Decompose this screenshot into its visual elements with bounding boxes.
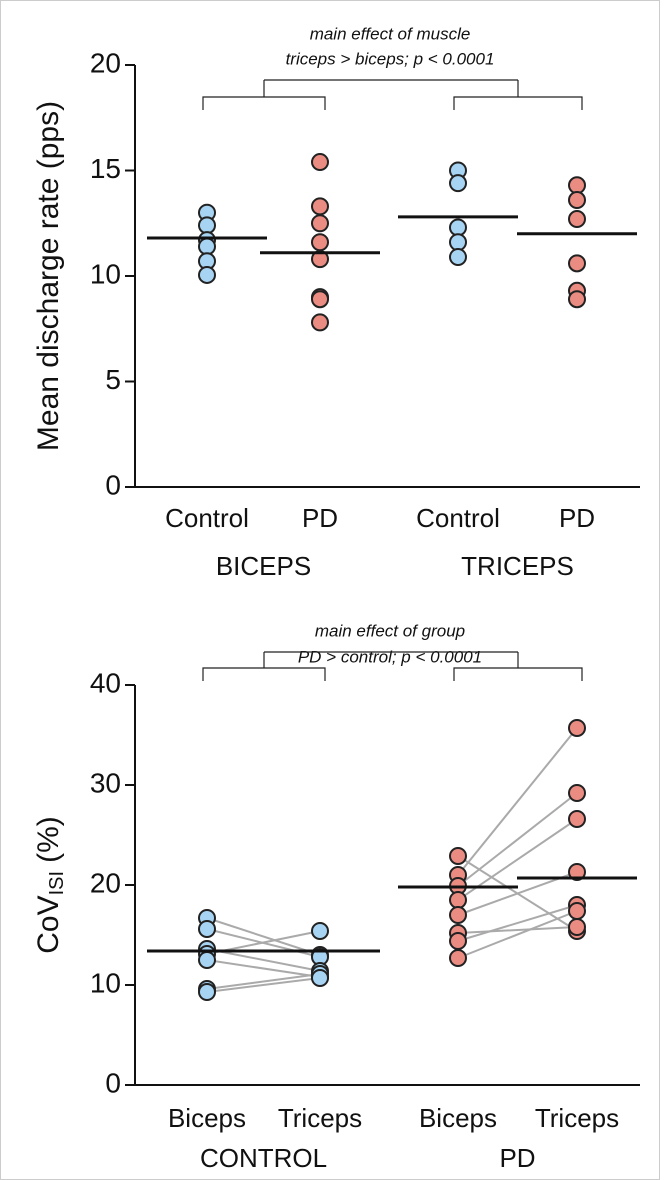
y-tick-label: 10: [90, 258, 121, 289]
data-point: [311, 250, 329, 269]
data-point: [198, 920, 216, 938]
data-point: [568, 784, 586, 802]
data-point: [198, 216, 216, 235]
data-point: [311, 313, 329, 332]
y-axis-label: CoVISI (%): [32, 816, 68, 953]
pair-line: [206, 959, 321, 978]
y-label-sub: ISI: [46, 871, 68, 895]
pair-line: [457, 727, 578, 876]
bracket: [453, 80, 583, 110]
pair-line: [206, 948, 321, 972]
data-point: [311, 153, 329, 172]
data-point: [449, 932, 467, 950]
data-point: [568, 902, 586, 920]
data-point: [568, 918, 586, 936]
x-tick-label: Control: [416, 503, 500, 533]
data-point: [568, 176, 586, 195]
data-point: [449, 248, 467, 267]
data-point: [198, 951, 216, 969]
y-axis-label: Mean discharge rate (pps): [32, 101, 65, 451]
data-point: [568, 210, 586, 229]
x-tick-label: Control: [165, 503, 249, 533]
bracket: [202, 652, 326, 681]
data-point: [568, 810, 586, 828]
data-point: [311, 214, 329, 233]
pair-line: [206, 917, 321, 956]
y-tick-label: 10: [90, 967, 121, 998]
data-point: [311, 922, 329, 940]
group-label: PD: [499, 1143, 535, 1173]
bracket: [453, 652, 583, 681]
data-point: [449, 906, 467, 924]
y-tick-label: 40: [90, 667, 121, 698]
data-point: [449, 218, 467, 237]
x-tick-label: PD: [302, 503, 338, 533]
data-point: [311, 197, 329, 216]
data-point: [449, 847, 467, 865]
data-point: [568, 719, 586, 737]
x-tick-label: Biceps: [419, 1103, 497, 1133]
data-point: [568, 191, 586, 210]
data-point: [568, 863, 586, 881]
y-tick-label: 15: [90, 153, 121, 184]
data-point: [311, 969, 329, 987]
pair-line: [206, 973, 321, 990]
data-point: [198, 237, 216, 256]
annotation: PD > control; p < 0.0001: [298, 647, 482, 666]
x-tick-label: Triceps: [278, 1103, 362, 1133]
data-point: [311, 233, 329, 252]
data-point: [449, 174, 467, 193]
y-tick-label: 0: [105, 469, 121, 500]
data-point: [449, 949, 467, 967]
pair-line: [457, 910, 578, 959]
y-tick-label: 5: [105, 364, 121, 395]
x-tick-label: Biceps: [168, 1103, 246, 1133]
pair-line: [457, 904, 578, 942]
data-point: [449, 233, 467, 252]
y-tick-label: 20: [90, 47, 121, 78]
y-tick-label: 30: [90, 767, 121, 798]
data-point: [311, 290, 329, 309]
y-tick-label: 0: [105, 1067, 121, 1098]
data-point: [568, 290, 586, 309]
data-point: [198, 265, 216, 284]
data-point: [198, 983, 216, 1001]
group-label: CONTROL: [200, 1143, 327, 1173]
group-label: TRICEPS: [461, 551, 574, 581]
y-tick-label: 20: [90, 867, 121, 898]
bracket: [202, 80, 326, 110]
annotation: triceps > biceps; p < 0.0001: [286, 49, 495, 68]
pair-line: [206, 977, 321, 993]
pair-line: [457, 926, 578, 934]
y-label-main: CoV: [32, 895, 65, 953]
x-tick-label: Triceps: [535, 1103, 619, 1133]
group-label: BICEPS: [216, 551, 311, 581]
data-point: [568, 254, 586, 273]
annotation: main effect of muscle: [310, 24, 471, 43]
pair-line: [457, 792, 578, 887]
annotation: main effect of group: [315, 621, 465, 640]
y-label-suffix: (%): [32, 816, 65, 863]
data-point: [449, 891, 467, 909]
x-tick-label: PD: [559, 503, 595, 533]
